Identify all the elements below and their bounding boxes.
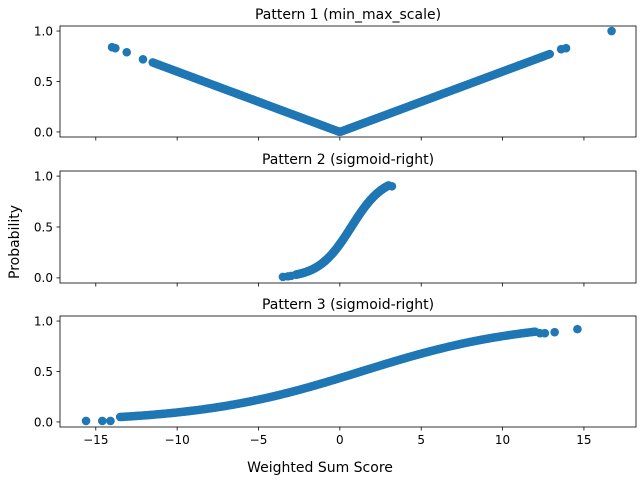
subplot-3: Pattern 3 (sigmoid-right) 0.0 0.5 1.0 −15 −10… [34,297,637,447]
subplot-title: Pattern 2 (sigmoid-right) [262,152,434,168]
y-axis-label: Probability [7,205,23,279]
subplot-1: Pattern 1 (min_max_scale) 0.0 0.5 1.0 [34,7,637,141]
subplot-title: Pattern 3 (sigmoid-right) [262,297,434,313]
data-point [106,416,115,426]
x-tick-label: −10 [164,433,189,447]
data-point [286,271,296,281]
y-tick-label: 1.0 [34,24,53,38]
scatter-points [81,324,582,426]
axes-frame [59,25,637,138]
scatter-points [278,181,397,282]
y-tick-label: 0.0 [34,125,53,139]
x-tick-label: 15 [576,433,591,447]
y-tick-label: 1.0 [34,314,53,328]
subplot-title: Pattern 1 (min_max_scale) [255,7,441,23]
data-point [387,181,397,191]
x-tick-label: 10 [495,433,510,447]
data-point [122,47,132,57]
data-point [573,324,582,334]
data-point [98,416,107,426]
y-tick-label: 1.0 [34,169,53,183]
y-tick-label: 0.0 [34,271,53,285]
data-point [545,49,555,59]
data-point [138,55,148,64]
y-tick-label: 0.5 [34,365,53,379]
data-point [81,416,91,426]
x-tick-label: 5 [417,433,425,447]
x-tick-label: 0 [336,433,344,447]
data-point [540,328,550,338]
subplot-2: Pattern 2 (sigmoid-right) 0.0 0.5 1.0 [34,152,637,287]
x-axis-label: Weighted Sum Score [247,460,393,476]
y-tick-label: 0.0 [34,415,53,429]
y-tick-label: 0.5 [34,220,53,234]
x-tick-label: −5 [250,433,268,447]
y-tick-label: 0.5 [34,75,53,89]
data-point [561,43,571,53]
data-point [607,26,616,36]
scatter-points [107,26,616,136]
data-point [111,43,120,53]
x-tick-label: −15 [83,433,108,447]
data-point [550,327,559,337]
